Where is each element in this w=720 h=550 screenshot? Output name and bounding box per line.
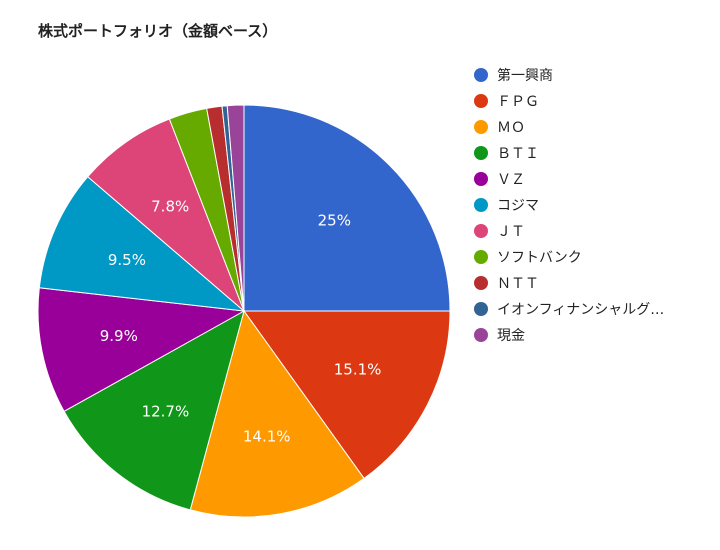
slice-label: 25% <box>318 212 351 230</box>
slice-label: 14.1% <box>243 428 291 446</box>
legend-swatch <box>474 328 488 342</box>
legend-swatch <box>474 68 488 82</box>
legend-label: ソフトバンク <box>497 250 582 266</box>
legend-item: 第一興商 <box>474 62 664 88</box>
legend-swatch <box>474 94 488 108</box>
legend-swatch <box>474 146 488 160</box>
legend-swatch <box>474 302 488 316</box>
legend-swatch <box>474 276 488 290</box>
pie-slice <box>189 309 365 518</box>
chart-title: 株式ポートフォリオ（金額ベース） <box>38 22 278 40</box>
legend-label: ＢＴＩ <box>497 146 539 162</box>
legend-swatch <box>474 198 488 212</box>
pie-slice <box>243 104 451 312</box>
pie-slice <box>63 309 245 511</box>
legend-item: ＮＴＴ <box>474 270 664 296</box>
legend-label: イオンフィナンシャルグ… <box>497 302 665 318</box>
pie-slice <box>37 287 246 413</box>
legend-label: 現金 <box>497 328 525 344</box>
legend-swatch <box>474 172 488 186</box>
slice-label: 12.7% <box>142 403 190 421</box>
legend-item: ＪＴ <box>474 218 664 244</box>
legend-item: ＦＰＧ <box>474 88 664 114</box>
legend-item: コジマ <box>474 192 664 218</box>
slice-label: 9.9% <box>100 327 138 345</box>
slice-label: 9.5% <box>108 251 146 269</box>
legend-label: ＪＴ <box>497 224 525 240</box>
legend-label: 第一興商 <box>497 68 553 84</box>
legend-label: ＦＰＧ <box>497 94 539 110</box>
pie-slice <box>87 118 245 312</box>
pie-slice <box>243 310 451 480</box>
legend-item: ＢＴＩ <box>474 140 664 166</box>
legend-swatch <box>474 250 488 264</box>
legend-item: ソフトバンク <box>474 244 664 270</box>
pie-slice <box>226 104 245 312</box>
legend-swatch <box>474 120 488 134</box>
legend: 第一興商 ＦＰＧ ＭＯ ＢＴＩ ＶＺ コジマ ＪＴ ソフトバンク ＮＴＴ イオンフィナンシャルグ…… <box>474 62 664 348</box>
legend-item: イオンフィナンシャルグ… <box>474 296 664 322</box>
legend-item: ＶＺ <box>474 166 664 192</box>
legend-label: ＮＴＴ <box>497 276 539 292</box>
legend-label: ＭＯ <box>497 120 525 136</box>
legend-item: 現金 <box>474 322 664 348</box>
legend-label: ＶＺ <box>497 172 525 188</box>
legend-swatch <box>474 224 488 238</box>
legend-item: ＭＯ <box>474 114 664 140</box>
pie-slice <box>38 176 246 312</box>
slice-label: 7.8% <box>151 198 189 216</box>
slice-label: 15.1% <box>334 360 382 378</box>
legend-label: コジマ <box>497 198 539 214</box>
